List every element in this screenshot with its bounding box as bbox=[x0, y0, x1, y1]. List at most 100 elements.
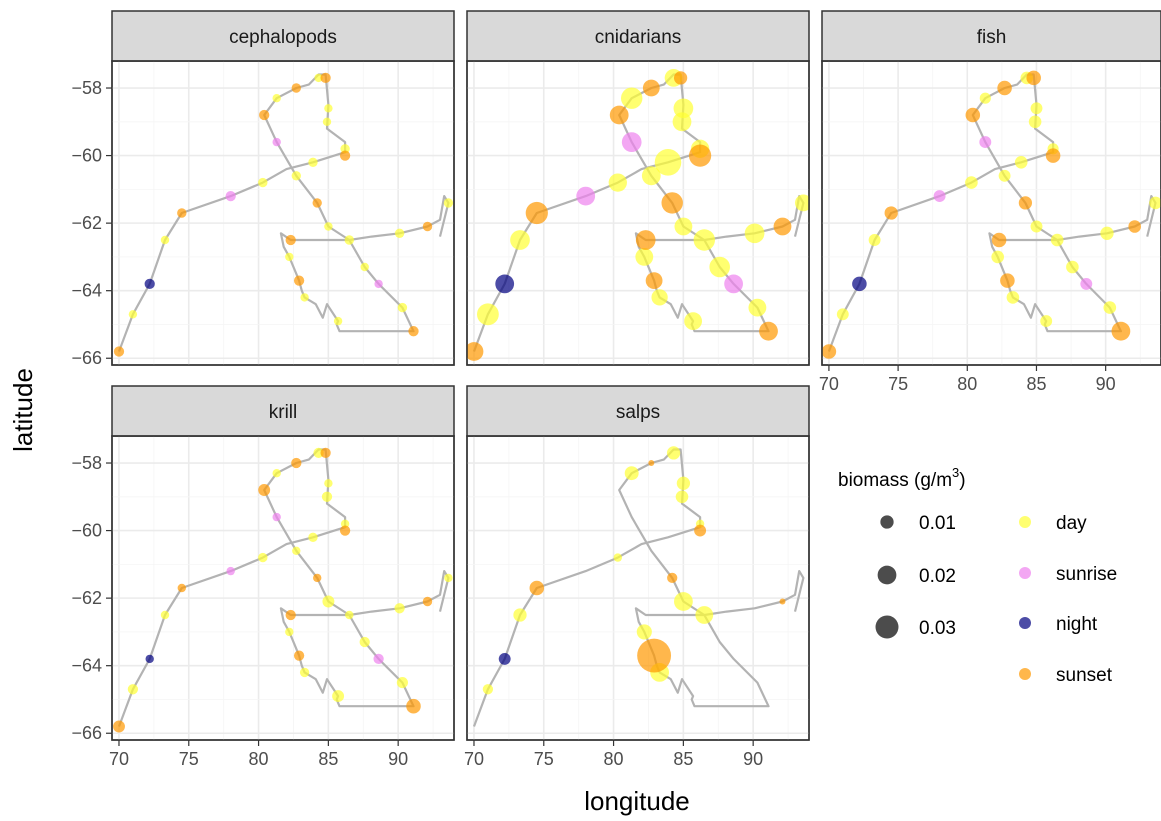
station-point bbox=[144, 278, 155, 290]
panel-border bbox=[821, 60, 1161, 366]
station-point bbox=[272, 137, 281, 147]
station-point bbox=[258, 177, 268, 188]
station-point bbox=[1103, 301, 1117, 314]
station-point bbox=[1149, 196, 1161, 210]
legend-color-label: day bbox=[1056, 513, 1087, 534]
station-point bbox=[291, 457, 302, 469]
panel-background bbox=[821, 60, 1161, 366]
station-point bbox=[482, 684, 494, 695]
station-point bbox=[359, 636, 370, 648]
station-point bbox=[998, 169, 1011, 182]
station-point bbox=[396, 677, 408, 689]
x-tick-label: 80 bbox=[604, 749, 624, 769]
station-point bbox=[322, 117, 332, 127]
legend-size-key bbox=[880, 515, 894, 529]
x-tick-label: 90 bbox=[388, 749, 408, 769]
station-point bbox=[308, 157, 318, 167]
station-point bbox=[997, 80, 1012, 96]
data-layer bbox=[113, 72, 454, 357]
station-point bbox=[773, 217, 792, 236]
station-point bbox=[1006, 291, 1020, 304]
x-tick-label: 70 bbox=[109, 749, 129, 769]
station-point bbox=[529, 580, 545, 596]
station-point bbox=[836, 308, 849, 321]
station-point bbox=[675, 490, 689, 504]
station-point bbox=[422, 221, 433, 232]
station-point bbox=[724, 274, 743, 294]
y-tick-label: −66 bbox=[71, 723, 102, 743]
legend-color-label: sunset bbox=[1056, 665, 1113, 686]
x-tick-label: 90 bbox=[743, 749, 763, 769]
station-point bbox=[667, 572, 678, 584]
legend: biomass (g/m3) 0.01 0.02 0.03 day sunrise nig… bbox=[838, 465, 1117, 686]
station-point bbox=[314, 73, 323, 83]
station-point bbox=[688, 144, 712, 167]
station-point bbox=[339, 150, 351, 161]
station-point bbox=[1030, 102, 1043, 115]
data-layer bbox=[113, 447, 453, 733]
station-point bbox=[324, 222, 333, 231]
station-point bbox=[360, 262, 369, 272]
station-point bbox=[291, 171, 301, 181]
legend-color-key bbox=[1019, 668, 1031, 680]
station-point bbox=[308, 532, 318, 542]
x-tick-label: 75 bbox=[179, 749, 199, 769]
legend-color-key bbox=[1019, 617, 1031, 629]
station-point bbox=[666, 446, 681, 460]
station-point bbox=[1018, 196, 1033, 210]
station-point bbox=[642, 79, 660, 97]
station-point bbox=[868, 234, 881, 246]
station-point bbox=[225, 190, 236, 202]
station-point bbox=[495, 274, 515, 294]
station-point bbox=[525, 201, 548, 225]
station-point bbox=[226, 566, 235, 576]
station-point bbox=[293, 650, 305, 661]
station-point bbox=[292, 546, 301, 555]
station-point bbox=[406, 698, 421, 714]
facet-label: cnidarians bbox=[595, 27, 682, 48]
station-point bbox=[285, 627, 294, 637]
station-point bbox=[674, 592, 693, 611]
station-point bbox=[695, 606, 714, 624]
station-point bbox=[1045, 148, 1061, 163]
x-tick-label: 75 bbox=[534, 749, 554, 769]
station-point bbox=[852, 276, 867, 292]
station-point bbox=[408, 326, 419, 337]
data-layer bbox=[472, 446, 805, 727]
x-tick-label: 80 bbox=[957, 374, 977, 394]
station-point bbox=[661, 192, 683, 214]
facet-strip bbox=[466, 10, 810, 62]
y-tick-label: −58 bbox=[71, 78, 102, 98]
station-point bbox=[965, 176, 978, 189]
panel-background bbox=[466, 435, 810, 741]
station-point bbox=[933, 190, 946, 203]
x-tick-label: 70 bbox=[819, 374, 839, 394]
y-tick-label: −62 bbox=[71, 588, 102, 608]
station-point bbox=[748, 298, 767, 317]
legend-size-label: 0.02 bbox=[919, 566, 956, 587]
station-point bbox=[272, 94, 281, 103]
station-point bbox=[258, 484, 271, 496]
station-point bbox=[654, 149, 682, 176]
station-point bbox=[576, 186, 596, 206]
station-point bbox=[344, 235, 354, 245]
station-point bbox=[320, 72, 331, 84]
station-point bbox=[444, 573, 453, 583]
station-point bbox=[1066, 260, 1079, 274]
facet-strip bbox=[821, 10, 1161, 62]
panel-border bbox=[111, 435, 455, 741]
station-point bbox=[160, 610, 170, 620]
facet-strip bbox=[466, 385, 810, 437]
facet-krill: krill −58 −60 −62 −64 −66 70 75 80 85 90 bbox=[71, 385, 455, 769]
station-point bbox=[979, 136, 992, 149]
legend-color-key bbox=[1019, 516, 1031, 528]
legend-color-label: sunrise bbox=[1056, 564, 1117, 585]
facet-strip bbox=[111, 385, 455, 437]
station-point bbox=[345, 610, 354, 620]
station-point bbox=[965, 107, 981, 123]
station-point bbox=[293, 275, 305, 286]
y-tick-label: −60 bbox=[71, 146, 102, 166]
station-point bbox=[635, 247, 654, 266]
data-layer bbox=[467, 68, 809, 361]
y-tick-label: −66 bbox=[71, 348, 102, 368]
